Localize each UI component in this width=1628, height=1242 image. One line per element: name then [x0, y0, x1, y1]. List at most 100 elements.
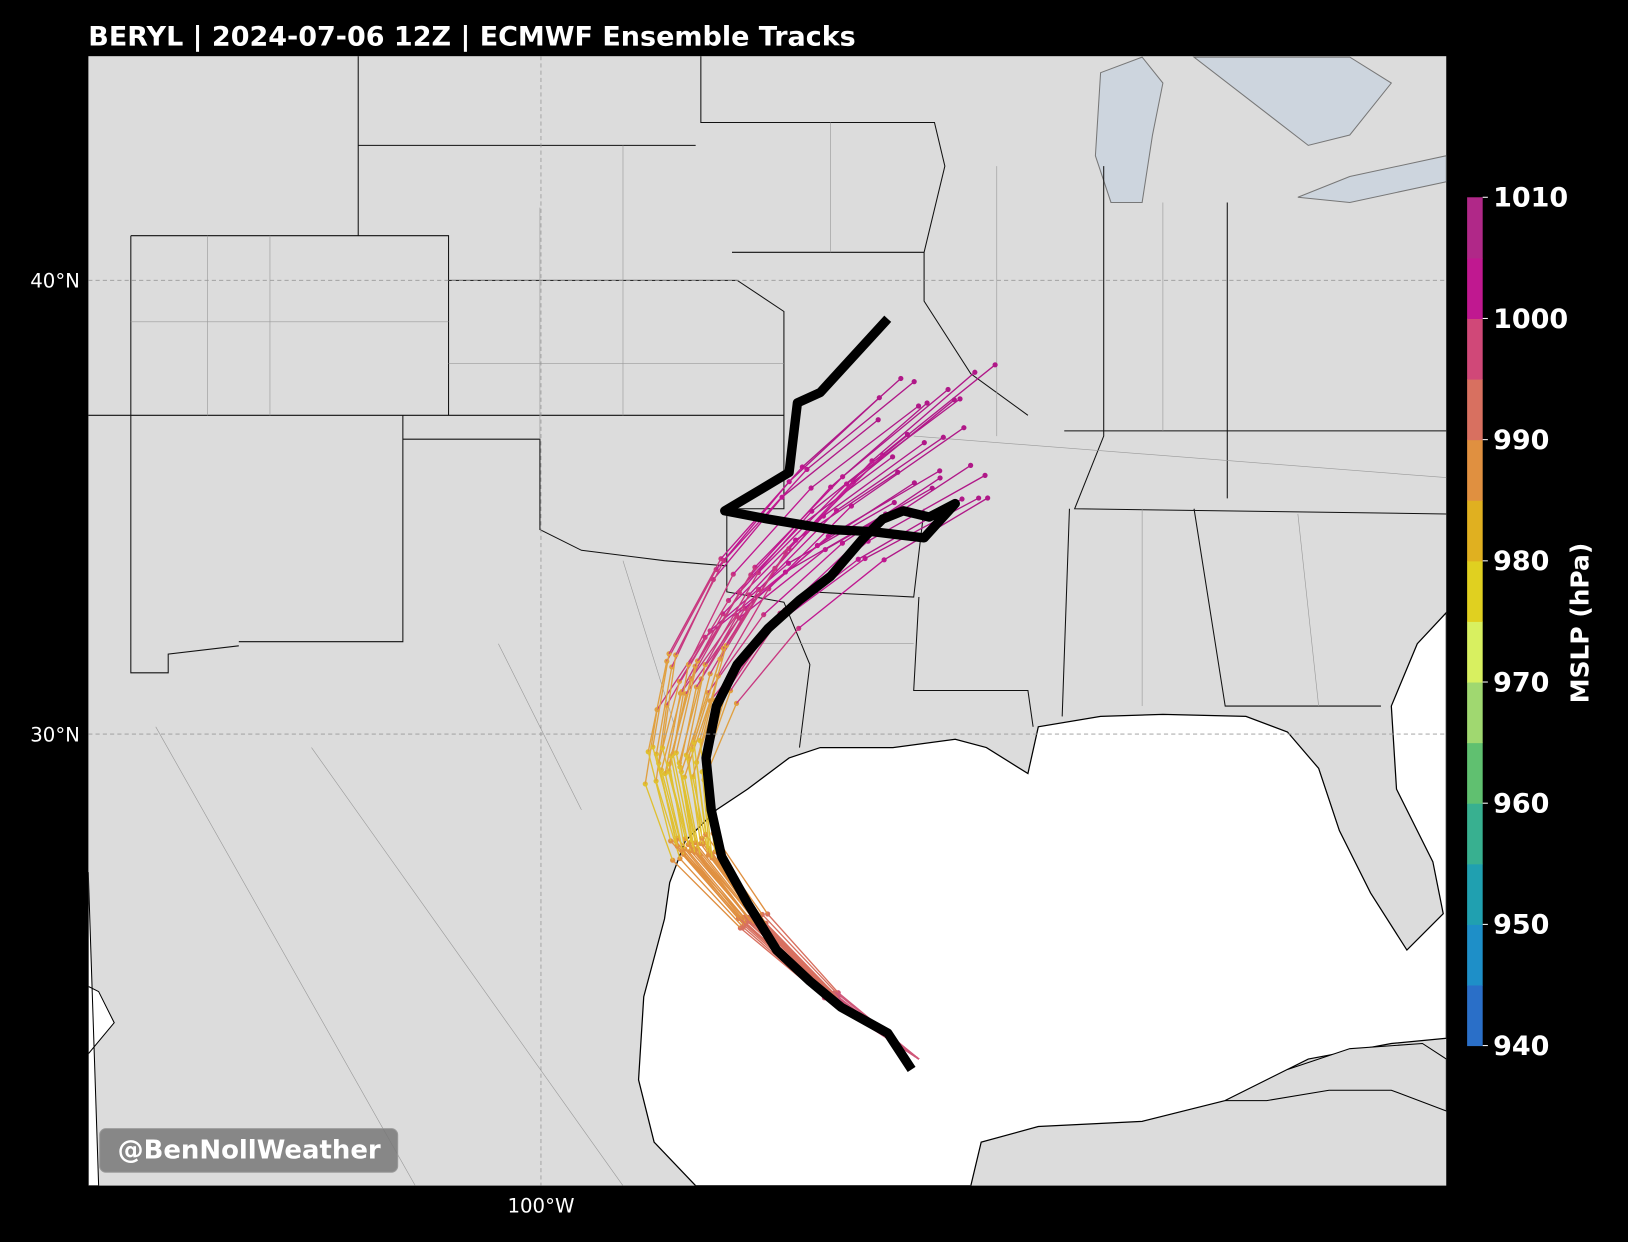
track-point	[992, 362, 998, 368]
track-segment	[725, 548, 790, 646]
track-point	[703, 831, 709, 837]
colorbar-tick-label: 940	[1493, 1031, 1549, 1062]
track-segment	[788, 454, 884, 550]
track-segment	[685, 664, 706, 756]
track-point	[961, 425, 967, 431]
colorbar-segment	[1467, 379, 1483, 441]
colorbar-segment	[1467, 682, 1483, 744]
cuba	[1224, 1042, 1447, 1112]
track-segment	[864, 497, 979, 560]
track-segment	[687, 573, 734, 665]
track-segment	[801, 377, 902, 468]
colorbar-segment	[1467, 863, 1483, 925]
track-segment	[842, 388, 949, 478]
track-segment	[781, 419, 879, 498]
track-segment	[712, 496, 783, 581]
track-point	[677, 855, 683, 862]
lat-label: 30°N	[30, 723, 80, 746]
track-segment	[810, 405, 919, 489]
colorbar-segment	[1467, 257, 1483, 319]
track-segment	[694, 851, 755, 924]
pacific	[88, 872, 115, 1186]
colorbar-segment	[1467, 742, 1483, 804]
track-segment	[687, 673, 711, 759]
track-point	[957, 396, 963, 402]
track-segment	[684, 848, 747, 924]
track-point	[959, 496, 965, 502]
track-segment	[655, 666, 673, 755]
track-point	[898, 375, 904, 382]
track-segment	[683, 776, 701, 856]
track-segment	[685, 617, 740, 695]
track-segment	[765, 926, 839, 998]
track-segment	[679, 858, 744, 928]
track-point	[645, 749, 651, 755]
track-segment	[658, 763, 679, 847]
track-segment	[717, 588, 770, 677]
track-segment	[827, 470, 941, 537]
track-point	[921, 440, 927, 446]
track-segment	[806, 381, 915, 470]
track-segment	[693, 742, 707, 835]
track-segment	[720, 466, 803, 560]
track-segment	[701, 771, 711, 854]
track-point	[937, 468, 943, 474]
track-point	[985, 495, 991, 501]
track-segment	[798, 559, 885, 629]
track-segment	[763, 542, 843, 616]
track-segment	[644, 783, 674, 861]
watermark: @BenNollWeather	[118, 1136, 381, 1166]
track-point	[937, 475, 943, 481]
track-segment	[836, 436, 944, 512]
track-segment	[670, 666, 696, 757]
track-point	[668, 753, 674, 759]
lat-label: 40°N	[30, 270, 80, 293]
track-point	[976, 495, 982, 501]
track-point	[911, 480, 917, 486]
track-segment	[668, 763, 686, 850]
track-segment	[675, 660, 699, 753]
colorbar-tick-label: 970	[1493, 667, 1549, 698]
colorbar-segment	[1467, 439, 1483, 501]
track-segment	[683, 700, 711, 778]
track-segment	[735, 627, 800, 704]
colorbar-segment	[1467, 318, 1483, 380]
track-point	[924, 400, 930, 406]
track-segment	[676, 845, 743, 921]
track-segment	[683, 853, 745, 926]
watermark-box	[99, 1128, 399, 1173]
colorbar-tick-label: 950	[1493, 910, 1549, 941]
track-segment	[767, 913, 839, 994]
track-segment	[744, 535, 829, 609]
colorbar-segment	[1467, 197, 1483, 259]
track-segment	[722, 552, 786, 649]
track-segment	[691, 749, 703, 839]
track-point	[915, 403, 922, 409]
colorbar-tick-label: 1000	[1493, 304, 1568, 335]
track-segment	[680, 771, 696, 853]
colorbar-tick-label: 960	[1493, 789, 1549, 820]
track-point	[911, 379, 917, 385]
track-segment	[882, 364, 996, 456]
track-point	[890, 454, 896, 460]
track-segment	[652, 653, 670, 748]
track-point	[875, 417, 881, 423]
colorbar-tick-label: 1010	[1493, 183, 1568, 214]
track-segment	[700, 594, 750, 680]
track-point	[972, 369, 978, 375]
track-segment	[670, 756, 689, 845]
track-segment	[655, 705, 668, 782]
track-segment	[738, 549, 826, 619]
colorbar-label: MSLP (hPa)	[1566, 543, 1595, 703]
track-segment	[656, 636, 706, 710]
track-segment	[693, 648, 725, 743]
lon-label: 100°W	[507, 1195, 574, 1218]
colorbar-tick-label: 990	[1493, 425, 1549, 456]
track-segment	[647, 751, 672, 842]
colorbar-segment	[1467, 621, 1483, 683]
track-point	[689, 746, 695, 752]
track-segment	[699, 645, 727, 741]
track-segment	[697, 566, 756, 662]
colorbar-segment	[1467, 984, 1483, 1047]
